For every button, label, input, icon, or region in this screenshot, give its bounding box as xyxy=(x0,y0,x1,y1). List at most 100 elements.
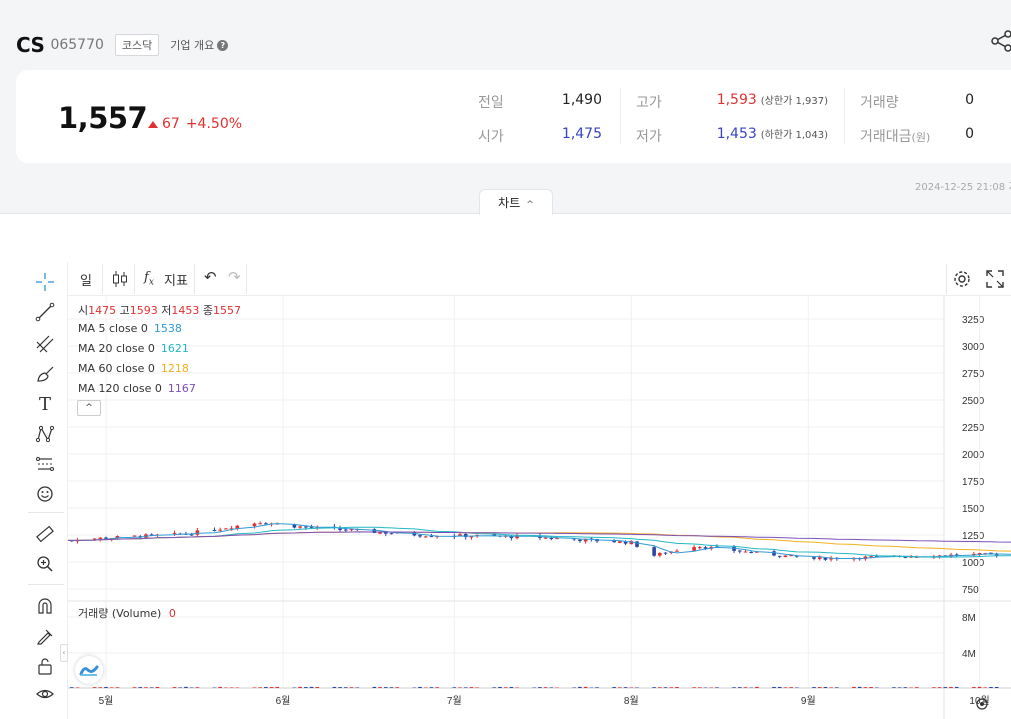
pattern-icon[interactable] xyxy=(32,422,58,446)
volume-bar xyxy=(349,687,354,688)
volume-bar xyxy=(92,687,97,688)
low-cell: 1,453 (하한가 1,043) xyxy=(676,126,828,142)
market-badge: 코스닥 xyxy=(114,34,160,56)
volume-bar xyxy=(452,687,457,688)
volume-bar xyxy=(783,687,788,688)
ma120-legend[interactable]: MA 120 close 0 1167 xyxy=(78,382,196,395)
volume-bar xyxy=(378,687,382,688)
volume-bar xyxy=(458,687,462,688)
volume-bar xyxy=(789,687,793,688)
volume-bar xyxy=(315,686,320,688)
company-overview-link[interactable]: 기업 개요 ? xyxy=(170,37,229,53)
toolbar-divider xyxy=(194,264,195,294)
candle-body xyxy=(623,541,628,544)
candle-body xyxy=(115,536,120,539)
volume-bar xyxy=(812,687,816,688)
candle-body xyxy=(309,526,314,528)
quote-section: CS 065770 코스닥 기업 개요 ? 1,557 67 +4.50% 전일… xyxy=(0,0,1011,214)
volume-bar xyxy=(344,687,348,688)
ma5-legend[interactable]: MA 5 close 0 1538 xyxy=(78,322,182,335)
volume-bar xyxy=(229,687,234,688)
volume-bar xyxy=(863,687,868,688)
candle-body xyxy=(258,523,262,525)
period-button[interactable]: 일 xyxy=(80,274,92,289)
gear-icon[interactable] xyxy=(951,268,973,290)
price-change: 67 +4.50% xyxy=(148,116,242,132)
prev-close-label: 전일 xyxy=(478,95,504,111)
ma60-legend[interactable]: MA 60 close 0 1218 xyxy=(78,362,189,375)
volume-bar xyxy=(195,687,200,688)
legend-collapse-button[interactable]: ^ xyxy=(77,400,101,416)
candle-body xyxy=(732,546,736,551)
price-axis-label: 2500 xyxy=(962,396,985,407)
volume-bar xyxy=(755,686,759,688)
text-tool-icon[interactable]: T xyxy=(38,393,51,415)
price-axis-label: 2750 xyxy=(962,369,985,380)
amount-value: 0 xyxy=(965,126,974,142)
help-icon[interactable]: ? xyxy=(217,39,229,51)
lock-icon[interactable] xyxy=(32,654,58,678)
candle-type-icon[interactable] xyxy=(112,270,128,288)
ohlc-open-label: 시 xyxy=(78,304,89,317)
open-value: 1,475 xyxy=(561,126,602,142)
redo-icon[interactable]: ↷ xyxy=(228,268,241,286)
lock-drawing-icon[interactable] xyxy=(32,624,58,648)
fx-icon[interactable]: fx xyxy=(144,270,154,288)
volume-bar xyxy=(189,687,194,688)
candle-body xyxy=(703,547,708,549)
candle-body xyxy=(292,524,297,528)
amount-unit: (원) xyxy=(911,131,931,144)
stock-code: 065770 xyxy=(50,37,104,53)
undo-icon[interactable]: ↶ xyxy=(204,268,217,286)
candle-body xyxy=(635,541,639,547)
ma60-label: MA 60 close 0 xyxy=(78,362,155,375)
volume-bar xyxy=(578,686,582,688)
eye-icon[interactable] xyxy=(32,682,58,706)
zoom-in-icon[interactable] xyxy=(32,552,58,576)
candle-body xyxy=(189,534,194,536)
volume-bar xyxy=(252,687,257,688)
price-chart[interactable]: 3250 3000 2750 2500 2250 2000 1750 1500 1250 1000… xyxy=(68,296,1011,719)
brush-icon[interactable] xyxy=(32,362,58,386)
magnet-icon[interactable] xyxy=(32,594,58,618)
chart-tab[interactable]: 차트 ^ xyxy=(479,189,553,215)
ma5-line xyxy=(68,523,1011,560)
chart-logo-icon[interactable] xyxy=(75,656,103,684)
volume-bar xyxy=(937,687,942,688)
volume-bar xyxy=(389,687,394,688)
volume-bar xyxy=(338,687,342,688)
volume-bar xyxy=(943,687,948,688)
volume-bar xyxy=(155,686,160,688)
indicator-button[interactable]: 지표 xyxy=(164,274,188,289)
fullscreen-icon[interactable] xyxy=(984,268,1006,290)
volume-legend-value: 0 xyxy=(168,607,176,620)
ruler-icon[interactable] xyxy=(32,522,58,546)
candle-body xyxy=(458,534,462,537)
emoji-icon[interactable] xyxy=(32,482,58,506)
ma20-legend[interactable]: MA 20 close 0 1621 xyxy=(78,342,189,355)
pitchfork-icon[interactable] xyxy=(32,332,58,356)
volume-bar xyxy=(932,687,936,688)
ohlc-legend: 시1475 고1593 저1453 종1557 xyxy=(78,302,241,318)
price-axis-label: 750 xyxy=(962,585,979,596)
crosshair-icon[interactable] xyxy=(32,270,58,294)
volume-bar xyxy=(623,687,628,688)
candle-body xyxy=(663,552,668,554)
candle-body xyxy=(264,523,268,525)
volume-bar xyxy=(332,686,337,688)
measure-icon[interactable] xyxy=(32,452,58,476)
volume-bar xyxy=(549,687,554,688)
volume-bar xyxy=(264,687,268,688)
volume-bar xyxy=(429,687,434,688)
volume-bar xyxy=(835,687,839,688)
share-icon[interactable] xyxy=(990,30,1011,52)
volume-bar xyxy=(669,687,674,688)
volume-bar xyxy=(269,687,274,688)
candle-body xyxy=(583,538,588,542)
volume-bar xyxy=(663,687,668,688)
chevron-left-icon[interactable]: ‹ xyxy=(60,644,68,662)
volume-bar xyxy=(652,687,656,688)
volume-bar xyxy=(515,687,519,688)
trend-line-icon[interactable] xyxy=(32,300,58,324)
candle-body xyxy=(104,537,108,539)
